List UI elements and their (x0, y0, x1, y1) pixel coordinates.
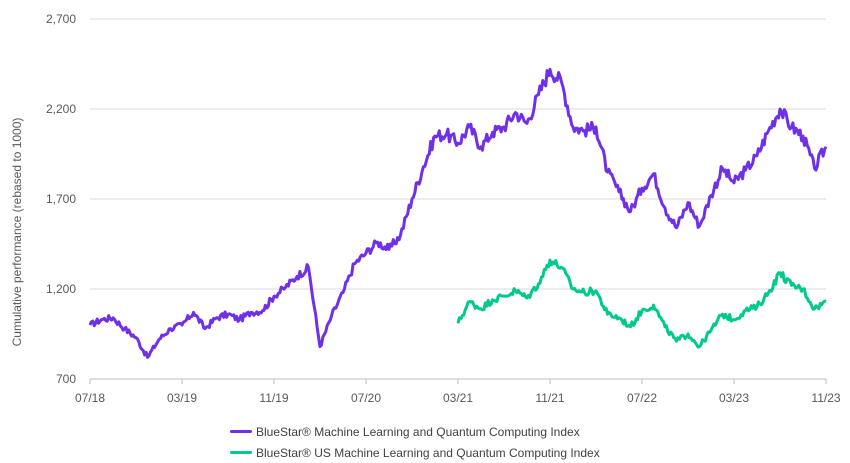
x-tick-label: 11/21 (535, 391, 564, 405)
y-axis-tick-labels: 700 1,200 1,700 2,200 2,700 (46, 12, 76, 386)
y-tick-label: 1,200 (46, 282, 76, 296)
x-tick-label: 07/22 (627, 391, 657, 405)
y-tick-label: 1,700 (46, 192, 76, 206)
series-lines (88, 67, 828, 359)
y-tick-label: 2,200 (46, 102, 76, 116)
legend-label-us: BlueStar® US Machine Learning and Quantu… (256, 445, 600, 460)
x-tick-label: 03/19 (167, 391, 197, 405)
y-tick-label: 2,700 (46, 12, 76, 26)
x-tick-label: 07/18 (75, 391, 105, 405)
x-tick-label: 07/20 (351, 391, 381, 405)
y-axis-title: Cumulative performance (rebased to 1000) (10, 118, 24, 347)
legend-item-global: BlueStar® Machine Learning and Quantum C… (230, 421, 600, 442)
x-tick-label: 11/19 (259, 391, 288, 405)
legend: BlueStar® Machine Learning and Quantum C… (230, 421, 600, 463)
x-tick-label: 11/23 (811, 391, 840, 405)
x-axis-tick-labels: 07/18 03/19 11/19 07/20 03/21 11/21 07/22 03/23… (75, 379, 841, 405)
x-tick-label: 03/21 (443, 391, 473, 405)
series-line-0 (88, 67, 828, 359)
series-line-1 (456, 258, 827, 349)
y-tick-label: 700 (56, 372, 76, 386)
legend-item-us: BlueStar® US Machine Learning and Quantu… (230, 442, 600, 463)
legend-label-global: BlueStar® Machine Learning and Quantum C… (256, 424, 580, 439)
x-tick-label: 03/23 (719, 391, 749, 405)
legend-swatch-us (230, 451, 252, 454)
legend-swatch-global (230, 430, 252, 433)
